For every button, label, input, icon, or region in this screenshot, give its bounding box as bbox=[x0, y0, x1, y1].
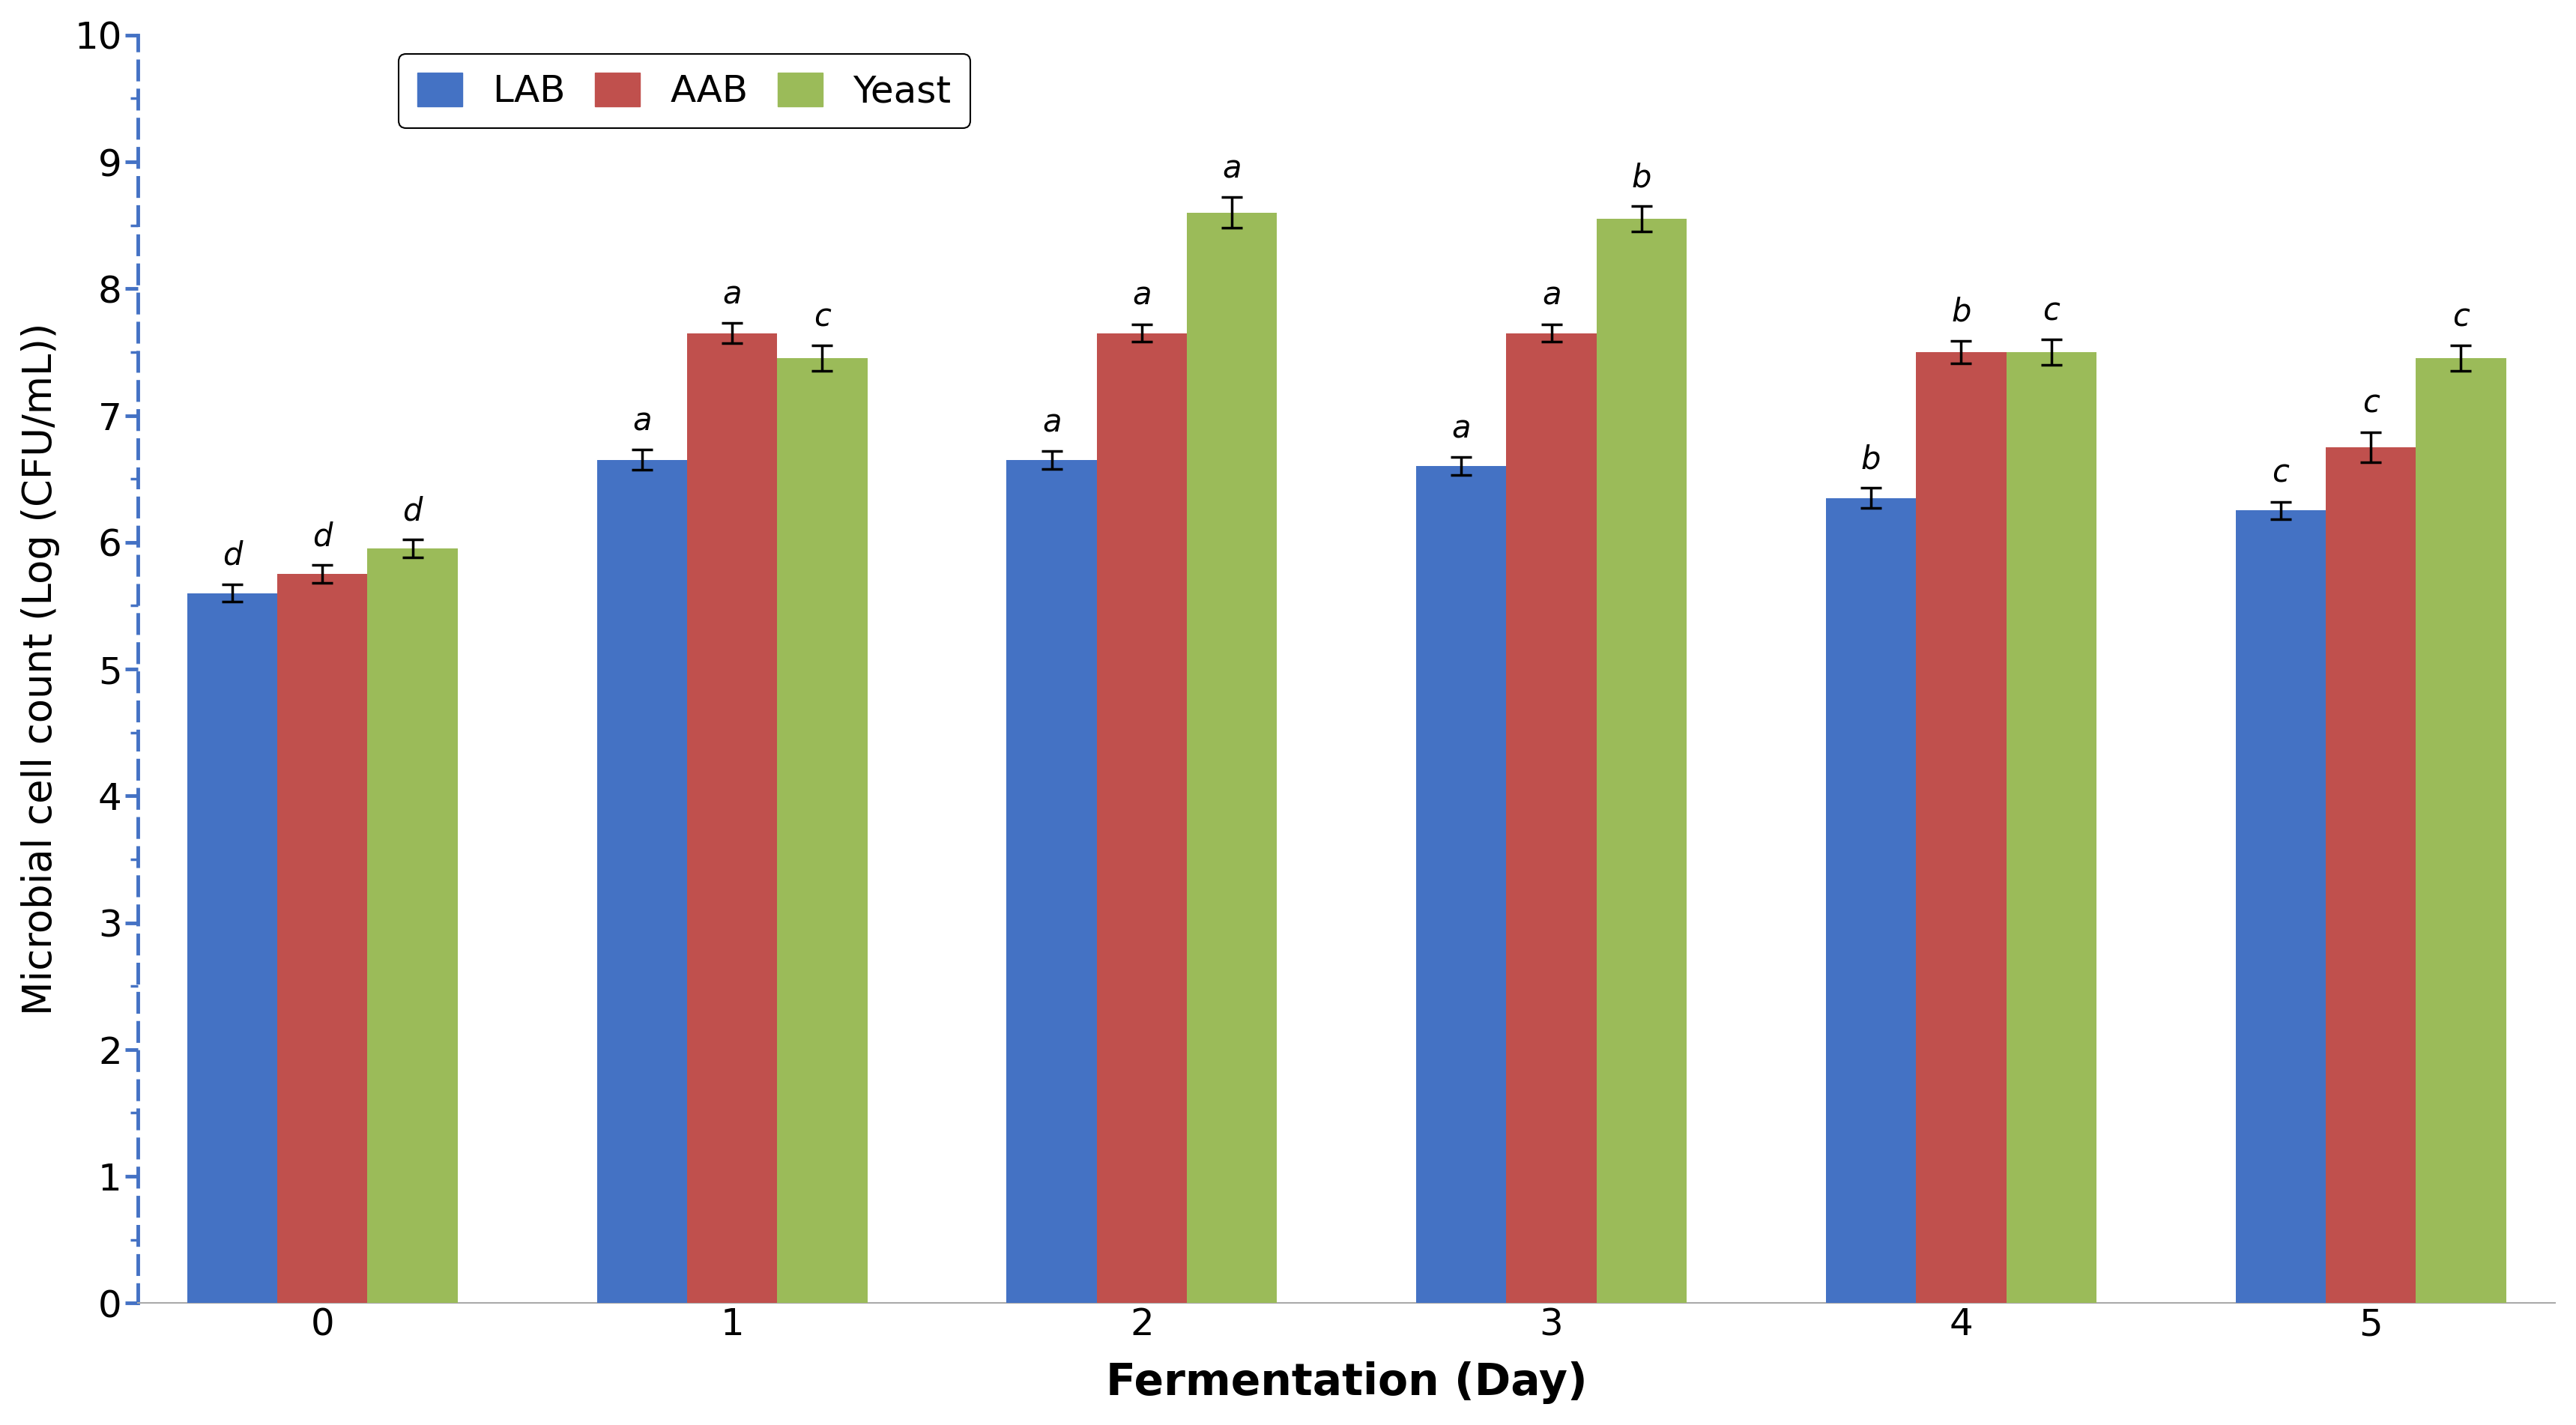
Text: a: a bbox=[721, 279, 742, 311]
Bar bbox=[1597, 219, 1687, 1302]
Bar bbox=[688, 333, 778, 1302]
Bar bbox=[2007, 352, 2097, 1302]
Bar bbox=[368, 549, 459, 1302]
Bar bbox=[188, 593, 278, 1302]
Y-axis label: Microbial cell count (Log (CFU/mL)): Microbial cell count (Log (CFU/mL)) bbox=[21, 323, 59, 1016]
Bar bbox=[2416, 359, 2506, 1302]
Text: a: a bbox=[1543, 281, 1561, 312]
Text: c: c bbox=[2043, 295, 2061, 326]
Text: a: a bbox=[634, 406, 652, 437]
Bar bbox=[598, 460, 688, 1302]
Text: a: a bbox=[1133, 281, 1151, 312]
Text: b: b bbox=[1950, 296, 1971, 328]
Text: c: c bbox=[2362, 388, 2380, 419]
Bar bbox=[2326, 447, 2416, 1302]
Text: c: c bbox=[814, 302, 832, 333]
Bar bbox=[1507, 333, 1597, 1302]
Text: b: b bbox=[1631, 162, 1651, 194]
Bar bbox=[1417, 466, 1507, 1302]
X-axis label: Fermentation (Day): Fermentation (Day) bbox=[1105, 1361, 1587, 1404]
Text: c: c bbox=[2452, 302, 2470, 333]
Text: a: a bbox=[1043, 406, 1061, 439]
Text: a: a bbox=[1224, 154, 1242, 185]
Legend: LAB, AAB, Yeast: LAB, AAB, Yeast bbox=[399, 54, 971, 128]
Bar bbox=[278, 574, 368, 1302]
Bar bbox=[1188, 212, 1278, 1302]
Bar bbox=[1097, 333, 1188, 1302]
Bar bbox=[2236, 510, 2326, 1302]
Bar bbox=[1007, 460, 1097, 1302]
Text: d: d bbox=[312, 522, 332, 553]
Bar bbox=[1826, 497, 1917, 1302]
Text: d: d bbox=[402, 496, 422, 527]
Text: b: b bbox=[1860, 443, 1880, 475]
Text: d: d bbox=[222, 540, 242, 571]
Bar bbox=[778, 359, 868, 1302]
Text: c: c bbox=[2272, 457, 2290, 489]
Text: a: a bbox=[1453, 413, 1471, 445]
Bar bbox=[1917, 352, 2007, 1302]
